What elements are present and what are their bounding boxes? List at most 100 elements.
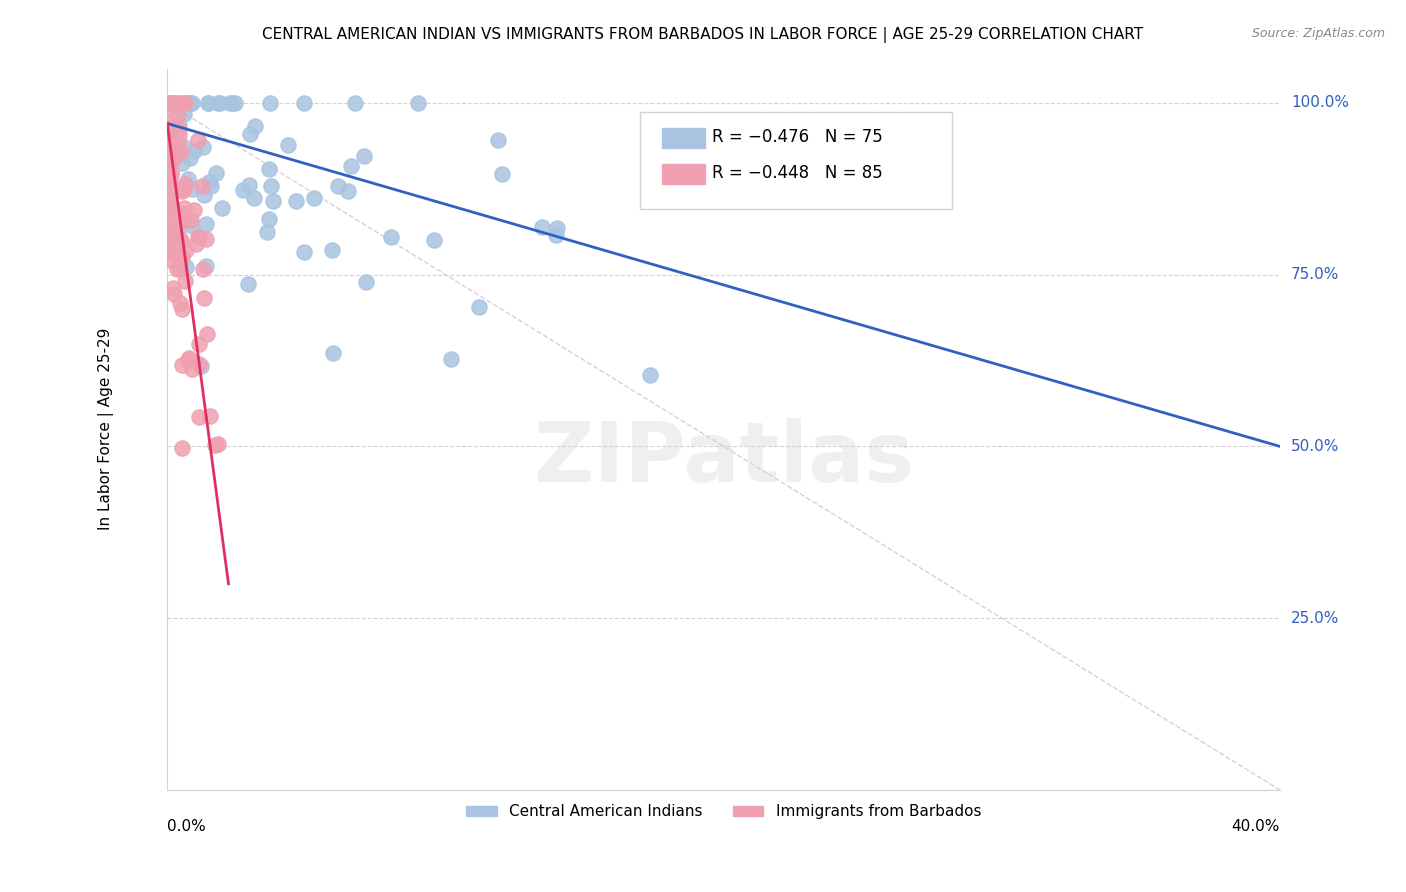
- Point: [232, 183, 254, 197]
- Point: [157, 143, 180, 157]
- Point: [224, 95, 246, 110]
- Point: [157, 174, 180, 188]
- Point: [380, 230, 402, 244]
- Point: [160, 134, 183, 148]
- Point: [163, 151, 186, 165]
- Point: [173, 274, 195, 288]
- Point: [187, 229, 209, 244]
- Point: [172, 95, 194, 110]
- Point: [205, 166, 228, 180]
- Point: [194, 218, 217, 232]
- Point: [546, 221, 568, 235]
- Point: [328, 179, 350, 194]
- Point: [181, 361, 204, 376]
- Point: [187, 229, 209, 244]
- Point: [163, 95, 186, 110]
- Point: [166, 221, 188, 235]
- Point: [173, 107, 195, 121]
- Point: [174, 95, 197, 110]
- Point: [162, 123, 184, 137]
- Point: [190, 359, 212, 373]
- Point: [170, 233, 193, 247]
- Point: [211, 201, 233, 215]
- Point: [157, 95, 180, 110]
- Point: [172, 206, 194, 220]
- Point: [186, 237, 208, 252]
- Text: 40.0%: 40.0%: [1232, 819, 1279, 834]
- Point: [193, 188, 215, 202]
- Point: [188, 357, 211, 371]
- Point: [159, 219, 181, 233]
- Legend: Central American Indians, Immigrants from Barbados: Central American Indians, Immigrants fro…: [460, 798, 987, 826]
- Point: [157, 200, 180, 214]
- Point: [157, 167, 180, 181]
- Point: [238, 178, 260, 193]
- Point: [181, 95, 204, 110]
- Point: [260, 178, 283, 193]
- Point: [204, 438, 226, 452]
- Point: [159, 165, 181, 179]
- Point: [170, 145, 193, 159]
- Point: [170, 184, 193, 198]
- Point: [167, 95, 190, 110]
- Point: [163, 146, 186, 161]
- Point: [243, 191, 266, 205]
- Point: [221, 95, 243, 110]
- Point: [170, 441, 193, 455]
- Point: [166, 248, 188, 262]
- Point: [302, 191, 325, 205]
- Point: [277, 137, 299, 152]
- Point: [284, 194, 307, 208]
- Point: [163, 128, 186, 142]
- Point: [353, 149, 375, 163]
- Point: [160, 120, 183, 134]
- Point: [167, 121, 190, 136]
- Point: [245, 119, 267, 133]
- Point: [179, 351, 201, 365]
- Point: [157, 220, 180, 235]
- Point: [486, 133, 509, 147]
- Point: [159, 169, 181, 184]
- Point: [163, 233, 186, 247]
- Text: CENTRAL AMERICAN INDIAN VS IMMIGRANTS FROM BARBADOS IN LABOR FORCE | AGE 25-29 C: CENTRAL AMERICAN INDIAN VS IMMIGRANTS FR…: [263, 27, 1143, 43]
- Point: [179, 151, 201, 165]
- Point: [322, 346, 344, 360]
- Point: [191, 140, 214, 154]
- Point: [195, 327, 218, 342]
- Point: [157, 100, 180, 114]
- Point: [406, 95, 429, 110]
- Point: [200, 178, 222, 193]
- Point: [257, 161, 280, 176]
- Point: [165, 95, 187, 110]
- Point: [177, 353, 200, 368]
- Text: ZIPatlas: ZIPatlas: [533, 417, 914, 499]
- Point: [172, 211, 194, 225]
- Point: [176, 243, 198, 257]
- Point: [165, 95, 187, 110]
- FancyBboxPatch shape: [640, 112, 952, 210]
- Point: [491, 167, 513, 181]
- Point: [187, 133, 209, 147]
- Point: [159, 252, 181, 267]
- Text: Source: ZipAtlas.com: Source: ZipAtlas.com: [1251, 27, 1385, 40]
- Point: [183, 202, 205, 217]
- Point: [440, 352, 463, 367]
- Point: [174, 95, 197, 110]
- Point: [166, 262, 188, 277]
- Point: [167, 128, 190, 143]
- Point: [638, 368, 661, 382]
- Point: [181, 181, 204, 195]
- Point: [159, 197, 181, 211]
- Point: [167, 119, 190, 133]
- Point: [162, 95, 184, 110]
- Point: [169, 261, 191, 276]
- Point: [190, 179, 212, 194]
- Point: [166, 137, 188, 152]
- Point: [198, 409, 221, 423]
- Point: [179, 95, 201, 110]
- Point: [163, 286, 186, 301]
- Point: [423, 234, 446, 248]
- Point: [207, 437, 229, 451]
- Point: [194, 232, 217, 246]
- Point: [198, 175, 221, 189]
